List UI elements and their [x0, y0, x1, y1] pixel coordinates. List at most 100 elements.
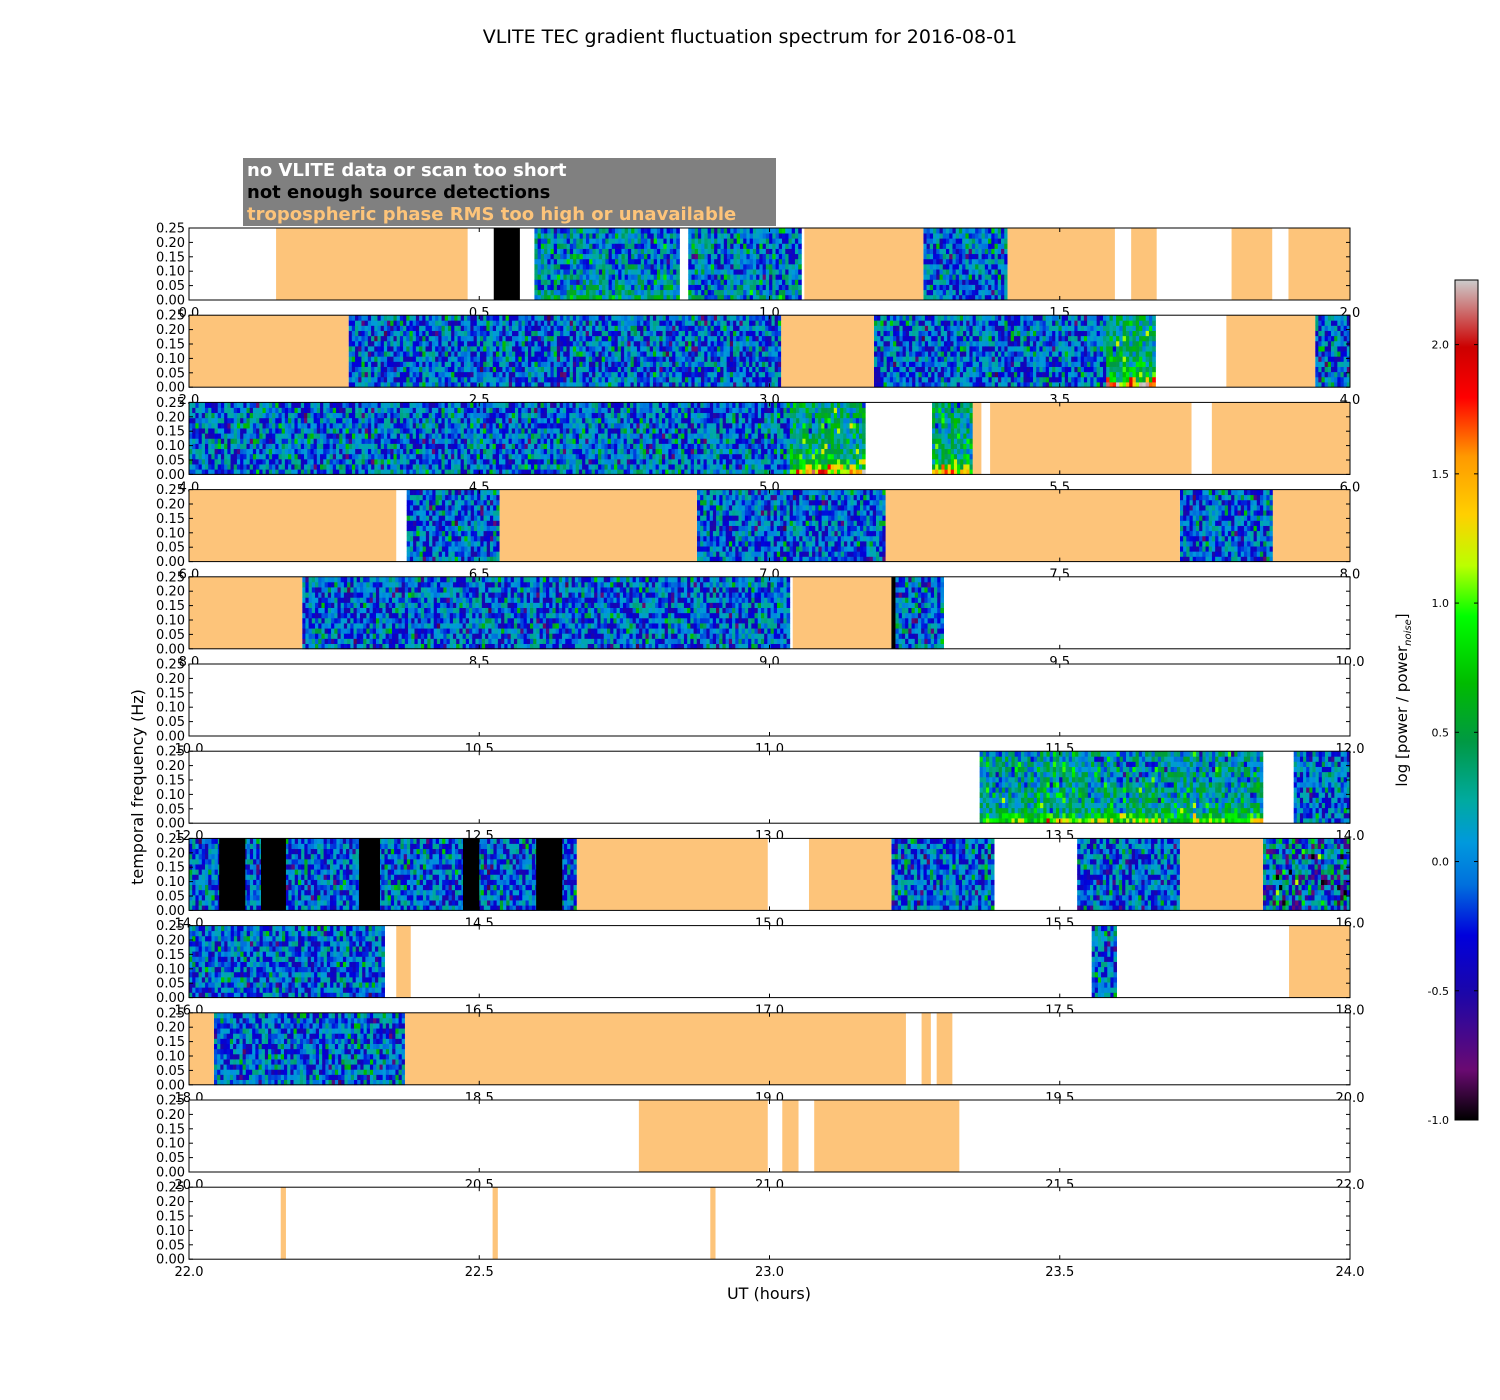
- spectrogram-cell: [886, 320, 891, 326]
- spectrogram-cell: [627, 330, 631, 337]
- spectrogram-cell: [457, 330, 462, 337]
- spectrogram-cell: [691, 335, 695, 342]
- spectrogram-cell: [752, 258, 757, 265]
- spectrogram-cell: [1346, 325, 1351, 331]
- spectrogram-cell: [1139, 346, 1143, 352]
- spectrogram-cell: [975, 238, 979, 244]
- spectrogram-cell: [647, 294, 651, 301]
- spectrogram-cell: [569, 248, 574, 255]
- spectrogram-cell: [585, 315, 590, 321]
- spectrogram-cell: [978, 361, 983, 367]
- spectrogram-cell: [643, 346, 647, 352]
- spectrogram-cell: [643, 356, 647, 362]
- spectrogram-cell: [595, 346, 599, 352]
- spectrogram-cell: [569, 330, 574, 337]
- spectrogram-cell: [994, 330, 999, 337]
- spectrogram-cell: [371, 330, 375, 337]
- spectrogram-cell: [788, 258, 793, 265]
- spectrogram-cell: [1087, 356, 1091, 362]
- spectrogram-cell: [912, 340, 916, 347]
- spectrogram-cell: [883, 320, 888, 326]
- spectrogram-cell: [1017, 330, 1021, 337]
- spectrogram-cell: [694, 279, 699, 285]
- spectrogram-cell: [367, 330, 372, 337]
- spectrogram-cell: [1331, 335, 1335, 342]
- spectrogram-cell: [515, 320, 519, 326]
- spectrogram-cell: [633, 320, 638, 326]
- spectrogram-cell: [361, 346, 365, 352]
- spectrogram-cell: [1103, 371, 1107, 378]
- spectrogram-cell: [537, 253, 542, 260]
- spectrogram-cell: [1106, 366, 1110, 373]
- spectrogram-cell: [1145, 335, 1150, 342]
- spectrogram-cell: [1315, 315, 1319, 321]
- spectrogram-cell: [962, 248, 966, 255]
- spectrogram-cell: [947, 376, 951, 383]
- spectrogram-cell: [1122, 315, 1127, 321]
- spectrogram-cell: [704, 361, 708, 367]
- spectrogram-cell: [939, 279, 944, 285]
- spectrogram-cell: [959, 315, 964, 321]
- spectrogram-cell: [694, 366, 699, 373]
- spectrogram-cell: [588, 330, 593, 337]
- spectrogram-cell: [1318, 376, 1322, 383]
- spectrogram-cell: [1096, 356, 1101, 362]
- spectrogram-cell: [505, 315, 510, 321]
- spectrogram-cell: [483, 335, 487, 342]
- spectrogram-cell: [1020, 335, 1024, 342]
- spectrogram-cell: [701, 238, 705, 244]
- spectrogram-cell: [1315, 346, 1319, 352]
- spectrogram-cell: [691, 238, 696, 244]
- spectrogram-cell: [723, 376, 727, 383]
- spectrogram-cell: [955, 258, 960, 265]
- spectrogram-cell: [749, 361, 753, 367]
- spectrogram-cell: [694, 294, 699, 301]
- spectrogram-cell: [733, 279, 738, 285]
- spectrogram-cell: [1106, 382, 1110, 388]
- spectrogram-cell: [534, 248, 538, 255]
- spectrogram-cell: [745, 371, 750, 378]
- spectrogram-cell: [556, 274, 561, 280]
- spectrogram-cell: [962, 243, 966, 249]
- spectrogram-cell: [1152, 325, 1156, 331]
- spectrogram-cell: [1004, 233, 1008, 239]
- spectrogram-cell: [1142, 346, 1147, 352]
- spectrogram-cell: [1096, 315, 1101, 321]
- spectrogram-cell: [745, 356, 750, 362]
- spectrogram-cell: [672, 330, 676, 337]
- spectrogram-cell: [431, 376, 436, 383]
- spectrogram-cell: [956, 330, 961, 337]
- spectrogram-cell: [1327, 371, 1332, 378]
- spectrogram-cell: [742, 356, 747, 362]
- spectrogram-cell: [675, 330, 679, 337]
- spectrogram-cell: [371, 351, 375, 357]
- spectrogram-cell: [556, 284, 561, 291]
- spectrogram-cell: [950, 376, 954, 383]
- spectrogram-cell: [778, 264, 783, 270]
- spectrogram-cell: [965, 243, 970, 249]
- spectrogram-cell: [214, 438, 219, 444]
- spectrogram-cell: [1096, 366, 1101, 373]
- spectrogram-cell: [624, 228, 629, 234]
- spectrogram-cell: [615, 248, 619, 255]
- spectrogram-cell: [351, 320, 356, 326]
- spectrogram-cell: [678, 325, 683, 331]
- spectrogram-cell: [195, 438, 199, 444]
- spectrogram-cell: [566, 351, 571, 357]
- spectrogram-cell: [659, 382, 663, 388]
- spectrogram-cell: [929, 253, 934, 260]
- spectrogram-cell: [785, 233, 789, 239]
- spectrogram-cell: [556, 253, 561, 260]
- spectrogram-cell: [579, 382, 583, 388]
- spectrogram-cell: [981, 253, 986, 260]
- spectrogram-cell: [659, 361, 663, 367]
- spectrogram-cell: [782, 269, 786, 275]
- spectrogram-cell: [665, 346, 670, 352]
- spectrogram-cell: [1058, 371, 1063, 378]
- spectrogram-cell: [650, 243, 655, 249]
- spectrogram-cell: [893, 382, 897, 388]
- spectrogram-cell: [736, 356, 740, 362]
- spectrogram-cell: [556, 248, 561, 255]
- spectrogram-cell: [778, 279, 783, 285]
- spectrogram-cell: [713, 325, 718, 331]
